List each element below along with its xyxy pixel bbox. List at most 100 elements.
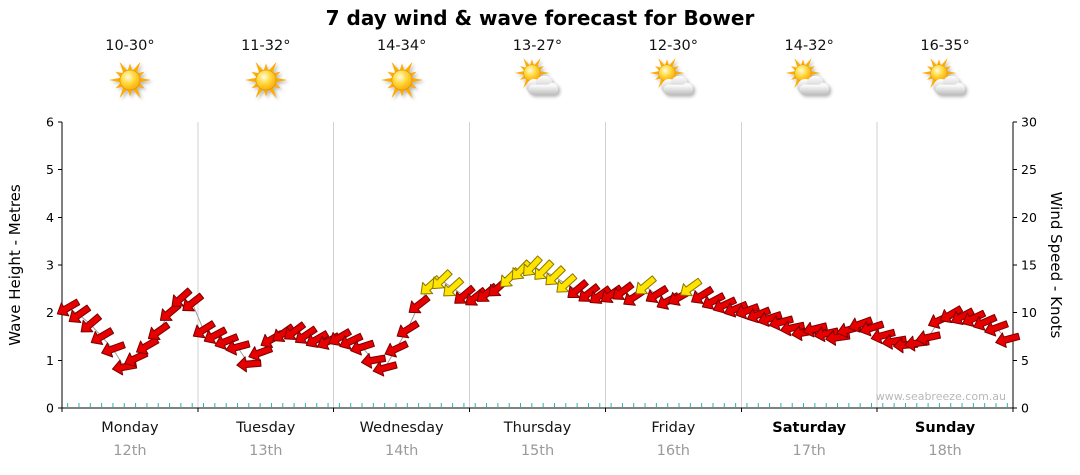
wind-arrow (589, 285, 612, 304)
wind-arrow-shape (396, 320, 420, 339)
wind-arrow (272, 323, 295, 342)
wind-arrow-shape (962, 309, 987, 327)
wind-arrow-shape (589, 285, 612, 304)
wind-arrow (578, 283, 601, 302)
wind-arrow-shape (973, 313, 998, 331)
wind-arrow (735, 303, 760, 320)
wind-arrow-shape (680, 277, 703, 297)
partly-cloudy-icon (741, 57, 877, 105)
wind-arrow-shape (915, 330, 942, 346)
wind-arrow-shape (712, 296, 738, 314)
wind-arrow-shape (328, 328, 352, 346)
wind-arrow (802, 321, 828, 338)
wind-arrow-shape (701, 292, 726, 310)
wind-arrow-shape (870, 328, 896, 345)
wind-arrow-shape (746, 306, 772, 324)
page-title: 7 day wind & wave forecast for Bower (325, 6, 755, 30)
wind-arrow-shape (802, 321, 828, 338)
partly-cloudy-icon (470, 57, 606, 105)
right-axis-label: Wind Speed - Knots (1047, 191, 1065, 339)
wind-arrow-shape (984, 320, 1009, 337)
wind-arrow-shape (203, 326, 228, 345)
left-axis-label: Wave Height - Metres (6, 184, 24, 346)
right-tick-label: 15 (1021, 258, 1037, 273)
sun-cloud-glyph (921, 57, 966, 95)
wind-arrow-shape (350, 339, 375, 356)
wind-arrow-shape (578, 283, 601, 302)
partly-cloudy-icon (605, 57, 741, 105)
wind-arrow-shape (534, 259, 555, 280)
wind-arrow (701, 292, 726, 310)
wind-arrow (612, 281, 635, 300)
wind-arrow (56, 298, 81, 317)
wind-arrow-shape (813, 326, 840, 343)
wind-arrow (848, 316, 874, 333)
wind-arrow-shape (848, 316, 874, 333)
sunny-icon (334, 57, 470, 105)
day-name: Friday (651, 420, 696, 436)
left-tick-label: 4 (46, 210, 54, 225)
wind-arrow-shape (556, 273, 578, 293)
wind-arrow-shape (171, 287, 193, 307)
wind-arrow (432, 269, 453, 290)
temp-range: 14-34° (376, 38, 427, 54)
wind-arrow (881, 333, 907, 350)
day-date: 15th (520, 443, 555, 459)
right-tick-label: 30 (1021, 115, 1037, 130)
day-date: 17th (792, 443, 826, 459)
wind-arrow (813, 326, 840, 343)
right-tick-label: 25 (1021, 162, 1037, 177)
wind-arrow (214, 333, 240, 350)
wind-arrow-shape (80, 313, 103, 333)
wind-arrow-shape (691, 285, 715, 304)
sun-cloud-glyph (514, 57, 558, 95)
wind-arrow (556, 273, 578, 293)
wind-arrow (691, 285, 715, 304)
wind-arrow-shape (768, 315, 794, 331)
wind-arrow-shape (68, 304, 92, 323)
wind-arrow (384, 340, 409, 358)
wind-arrow-shape (881, 333, 907, 350)
left-tick-label: 5 (46, 162, 54, 177)
sun-glyph (244, 61, 287, 99)
wind-arrow (305, 330, 330, 348)
wind-arrow-shape (90, 327, 115, 345)
wind-arrow (101, 341, 126, 358)
cloud (933, 75, 966, 95)
wind-arrow (645, 285, 669, 304)
wind-arrow (915, 330, 942, 346)
wind-arrow-shape (214, 333, 240, 350)
right-tick-label: 10 (1021, 305, 1037, 320)
day-name: Thursday (503, 420, 572, 436)
wind-arrow-shape (859, 320, 885, 337)
wind-arrow-shape (951, 307, 975, 326)
wind-arrow (635, 275, 657, 295)
wind-arrow (443, 276, 465, 297)
wind-arrow-shape (454, 284, 476, 304)
day-name: Sunday (914, 420, 976, 436)
wind-arrow-shape (192, 320, 216, 339)
left-tick-label: 1 (46, 353, 54, 368)
day-header-wednesday: 14-34° (334, 38, 470, 105)
wind-arrow (870, 328, 896, 345)
wind-arrow (294, 325, 318, 344)
wind-arrow (939, 305, 964, 324)
wind-arrow (225, 340, 251, 356)
temp-range: 14-32° (784, 38, 834, 54)
wind-arrow-shape (735, 303, 760, 320)
day-name: Monday (101, 420, 159, 436)
wind-arrow-shape (384, 340, 409, 358)
wind-arrow (182, 292, 205, 312)
wind-arrow (973, 313, 998, 331)
day-header-thursday: 13-27° (470, 38, 606, 105)
wind-arrow (545, 265, 566, 286)
day-header-tuesday: 11-32° (198, 38, 334, 105)
day-date: 12th (113, 443, 147, 459)
day-header-saturday: 14-32° (741, 38, 877, 105)
temp-range: 12-30° (648, 38, 699, 54)
day-name: Wednesday (359, 420, 444, 436)
wind-arrow (192, 320, 216, 339)
sun-glyph (380, 61, 423, 99)
day-date: 13th (249, 443, 283, 459)
wind-arrow-shape (305, 330, 330, 348)
